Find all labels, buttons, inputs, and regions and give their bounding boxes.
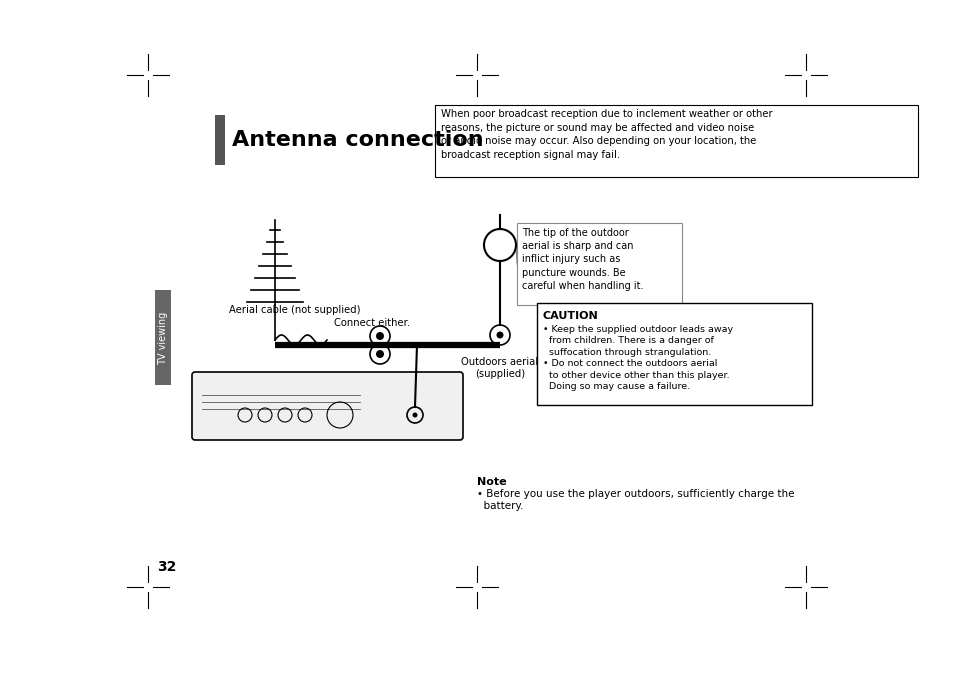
Bar [517, 223, 681, 305]
Text: Note: Note [476, 477, 506, 487]
Circle shape [496, 331, 503, 338]
Bar [214, 115, 225, 165]
Text: • Do not connect the outdoors aerial: • Do not connect the outdoors aerial [542, 360, 717, 369]
Text: TV viewing: TV viewing [158, 311, 168, 364]
Text: from children. There is a danger of: from children. There is a danger of [542, 337, 713, 346]
Text: Antenna connection: Antenna connection [232, 130, 483, 150]
Text: • Keep the supplied outdoor leads away: • Keep the supplied outdoor leads away [542, 325, 732, 334]
Bar [537, 303, 811, 405]
Circle shape [375, 332, 384, 340]
Circle shape [412, 412, 417, 418]
Text: Aerial cable (not supplied): Aerial cable (not supplied) [229, 305, 360, 315]
Text: suffocation through strangulation.: suffocation through strangulation. [542, 348, 711, 357]
Text: battery.: battery. [476, 501, 523, 511]
Circle shape [375, 350, 384, 358]
Text: The tip of the outdoor
aerial is sharp and can
inflict injury such as
puncture w: The tip of the outdoor aerial is sharp a… [521, 228, 643, 291]
Bar [435, 105, 917, 177]
Text: • Before you use the player outdoors, sufficiently charge the: • Before you use the player outdoors, su… [476, 489, 794, 499]
Text: Doing so may cause a failure.: Doing so may cause a failure. [542, 383, 689, 392]
Text: Outdoors aerial
(supplied): Outdoors aerial (supplied) [461, 357, 538, 379]
FancyBboxPatch shape [192, 372, 462, 440]
Bar [154, 290, 171, 385]
Text: Connect either.: Connect either. [334, 318, 410, 328]
Text: When poor broadcast reception due to inclement weather or other
reasons, the pic: When poor broadcast reception due to inc… [440, 109, 772, 160]
Text: CAUTION: CAUTION [542, 311, 598, 321]
Text: 32: 32 [157, 560, 176, 574]
Text: to other device other than this player.: to other device other than this player. [542, 371, 729, 380]
